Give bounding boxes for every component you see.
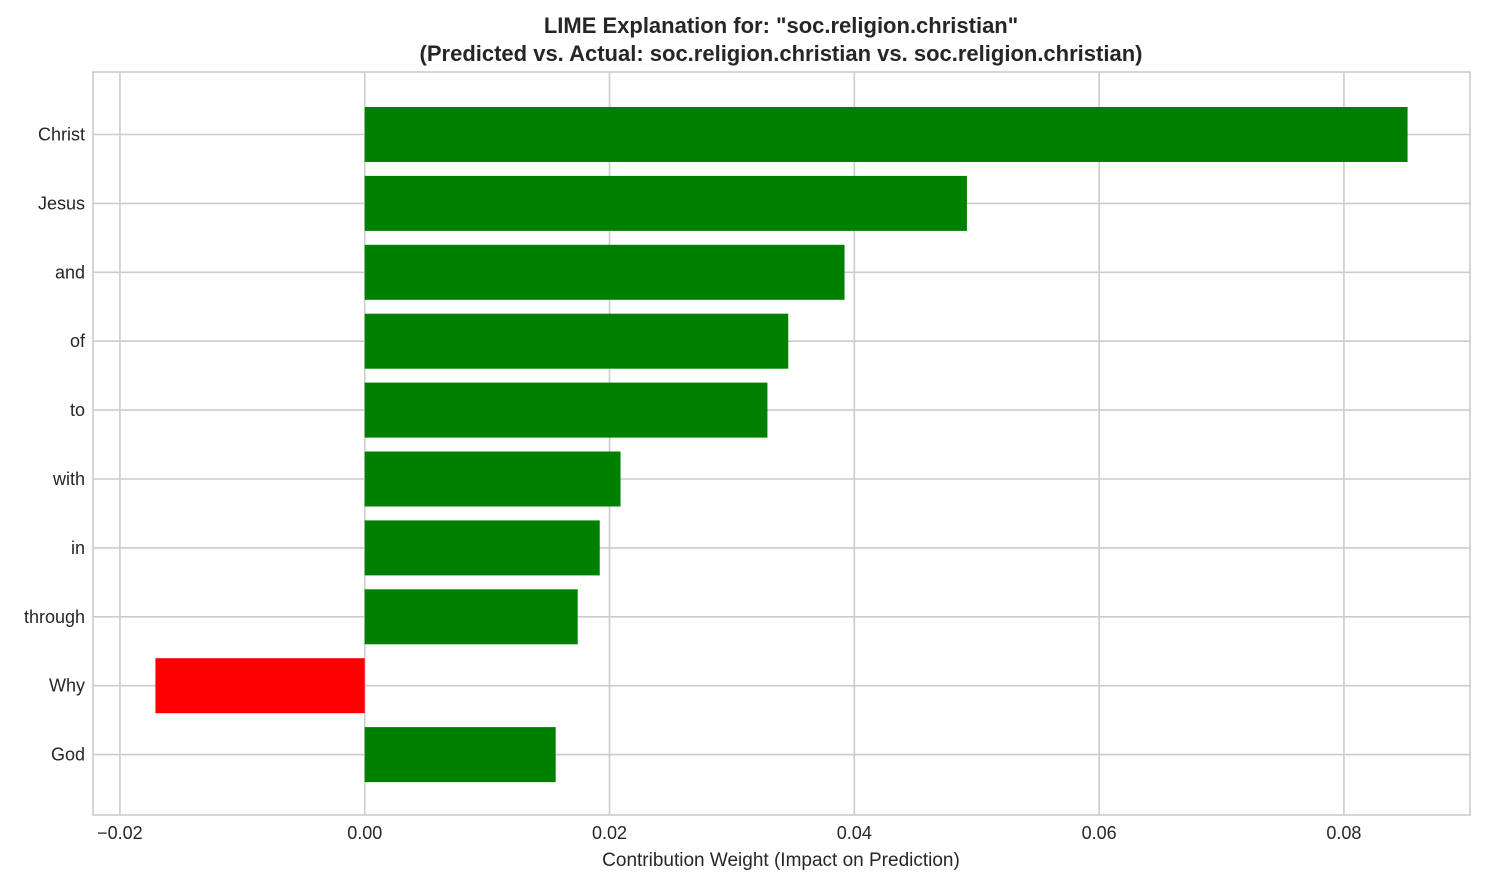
y-tick-label: Christ [38, 125, 85, 145]
x-tick-label: 0.04 [837, 823, 872, 843]
bar-to [364, 382, 768, 438]
bar-why [155, 658, 365, 714]
bar-god [364, 727, 556, 783]
y-tick-label: of [70, 331, 86, 351]
bar-through [364, 589, 578, 645]
y-tick-label: God [51, 745, 85, 765]
bar-with [364, 451, 621, 507]
bar-of [364, 313, 789, 369]
y-tick-labels: Christ Jesus and of to with in through Why God [24, 125, 86, 765]
x-tick-label: 0.08 [1326, 823, 1361, 843]
bar-and [364, 244, 845, 300]
x-tick-label: 0.00 [347, 823, 382, 843]
x-tick-label: 0.02 [592, 823, 627, 843]
chart-title-line2: (Predicted vs. Actual: soc.religion.chri… [420, 41, 1143, 66]
x-axis-label: Contribution Weight (Impact on Predictio… [602, 850, 960, 871]
y-tick-label: in [71, 538, 85, 558]
x-tick-label: −0.02 [97, 823, 143, 843]
x-tick-label: 0.06 [1082, 823, 1117, 843]
chart-title-line1: LIME Explanation for: "soc.religion.chri… [544, 13, 1018, 38]
bar-christ [364, 107, 1408, 162]
x-tick-labels: −0.02 0.00 0.02 0.04 0.06 0.08 [97, 823, 1361, 843]
bar-jesus [364, 175, 967, 231]
bar-in [364, 520, 600, 576]
y-tick-label: and [55, 262, 85, 282]
y-tick-label: with [52, 469, 85, 489]
y-tick-label: through [24, 607, 85, 627]
y-tick-label: Jesus [38, 193, 85, 213]
bars [155, 107, 1408, 783]
plot-frame [92, 71, 1471, 816]
y-tick-label: to [70, 400, 85, 420]
y-tick-label: Why [49, 676, 85, 696]
gridlines [93, 72, 1470, 815]
